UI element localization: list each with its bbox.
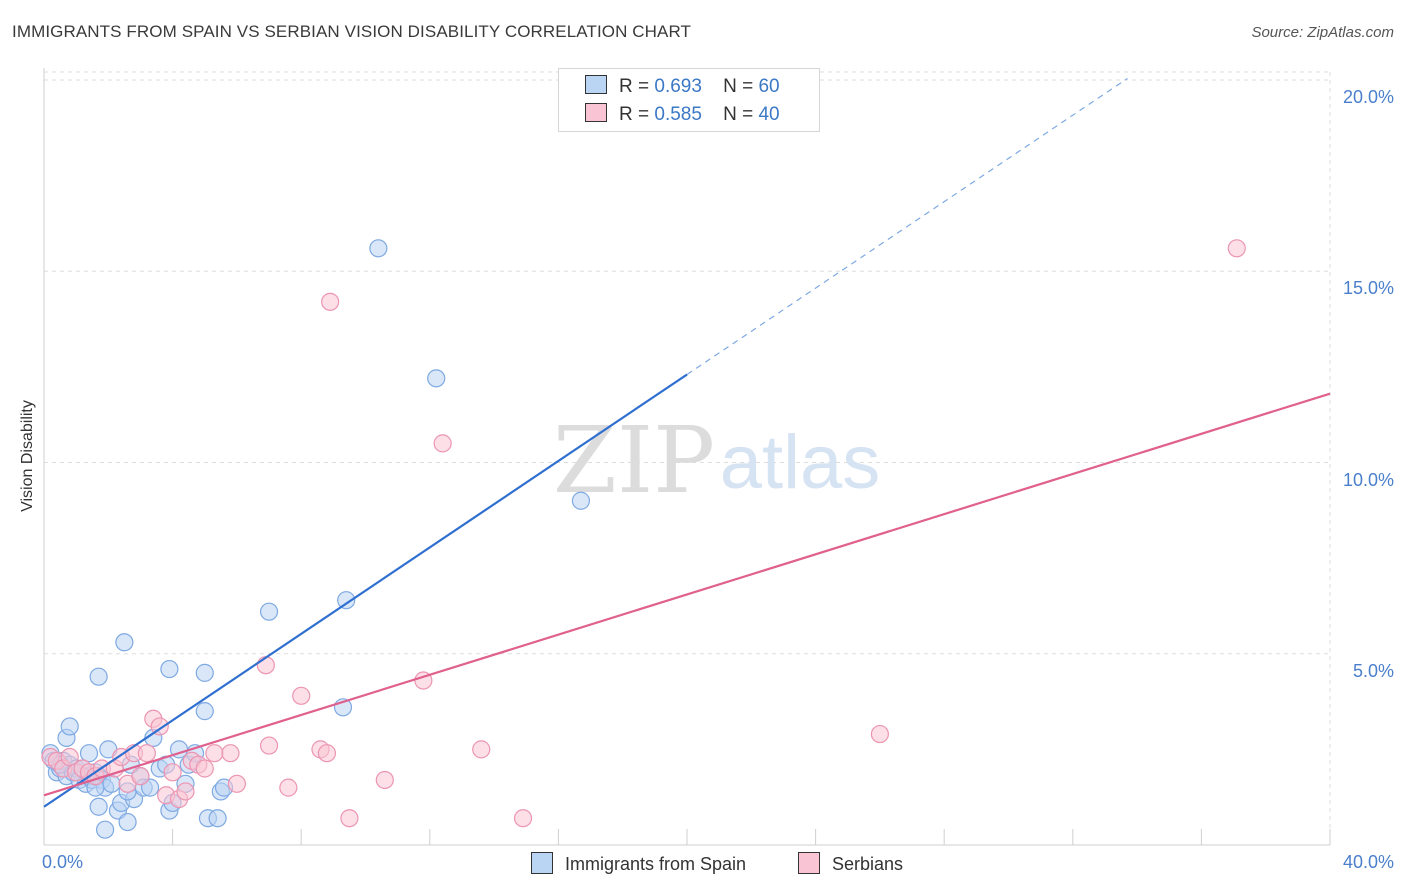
series-serbians	[41, 239, 1246, 828]
data-point	[102, 774, 121, 793]
data-point	[321, 292, 340, 311]
data-point	[571, 491, 591, 510]
data-point	[337, 591, 356, 610]
data-point	[1227, 239, 1246, 258]
data-point	[292, 686, 311, 705]
data-point	[317, 744, 337, 763]
legend-r-value: 0.693	[654, 76, 702, 97]
watermark: ZIP atlas	[553, 407, 880, 514]
data-point	[227, 774, 246, 793]
data-point	[195, 702, 214, 721]
legend-n-label: N =	[723, 76, 754, 97]
data-point	[279, 778, 298, 797]
trend-line-spain	[43, 373, 688, 808]
data-point	[870, 724, 890, 744]
data-point	[163, 763, 182, 782]
y-tick-label: 10.0%	[1342, 469, 1394, 490]
trend-line-spain-extension	[686, 77, 1128, 376]
data-point	[60, 717, 79, 736]
legend-swatch-pink	[585, 103, 607, 122]
data-point	[427, 369, 446, 388]
legend-r-label: R =	[619, 104, 650, 125]
y-tick-label: 20.0%	[1342, 87, 1394, 107]
source-label: Source: ZipAtlas.com	[1251, 24, 1394, 41]
data-point	[205, 744, 224, 763]
y-tick-label: 15.0%	[1342, 278, 1394, 299]
data-point	[79, 744, 99, 763]
legend-swatch-blue	[585, 75, 607, 94]
data-point	[513, 809, 533, 828]
bottom-legend-swatch-pink	[798, 852, 820, 874]
trend-lines	[43, 77, 1331, 808]
data-point	[89, 797, 108, 816]
axes	[43, 68, 1331, 846]
x-tick-label: 0.0%	[42, 852, 84, 872]
data-point	[137, 744, 156, 763]
watermark-atlas: atlas	[720, 420, 881, 505]
data-point	[195, 663, 214, 682]
data-point	[95, 820, 115, 839]
bottom-legend-swatch-blue	[531, 852, 553, 874]
data-point	[433, 434, 452, 453]
legend-r-value: 0.585	[654, 104, 702, 125]
bottom-legend-label: Immigrants from Spain	[565, 854, 747, 874]
data-point	[221, 744, 240, 763]
legend-n-value: 60	[758, 76, 780, 97]
chart-title: IMMIGRANTS FROM SPAIN VS SERBIAN VISION …	[12, 22, 692, 41]
data-point	[259, 602, 279, 621]
bottom-legend-serbians: Serbians	[798, 852, 903, 875]
legend-n-label: N =	[723, 104, 754, 125]
x-tick-label: 40.0%	[1342, 852, 1394, 872]
data-point	[131, 767, 150, 786]
data-point	[60, 747, 79, 767]
data-point	[369, 239, 388, 258]
legend-n-value: 40	[758, 104, 780, 125]
legend-row-spain: R = 0.693 N = 60	[585, 75, 780, 99]
data-point	[176, 782, 195, 801]
data-point	[115, 633, 134, 652]
data-point	[160, 659, 179, 679]
data-point	[256, 656, 275, 675]
data-point	[195, 759, 214, 778]
data-point	[472, 740, 491, 759]
legend: R = 0.693 N = 60 R = 0.585 N = 40	[558, 68, 820, 132]
data-point	[208, 809, 227, 828]
legend-row-serbians: R = 0.585 N = 40	[585, 103, 780, 127]
legend-r-label: R =	[619, 76, 650, 97]
data-point	[375, 770, 394, 790]
trend-line-serbians	[43, 392, 1331, 797]
y-tick-label: 5.0%	[1352, 660, 1394, 681]
data-point	[340, 809, 359, 828]
data-point	[89, 667, 108, 686]
data-point	[118, 812, 137, 832]
data-point	[259, 736, 279, 755]
bottom-legend-label: Serbians	[832, 854, 904, 874]
bottom-legend-spain: Immigrants from Spain	[531, 852, 746, 875]
